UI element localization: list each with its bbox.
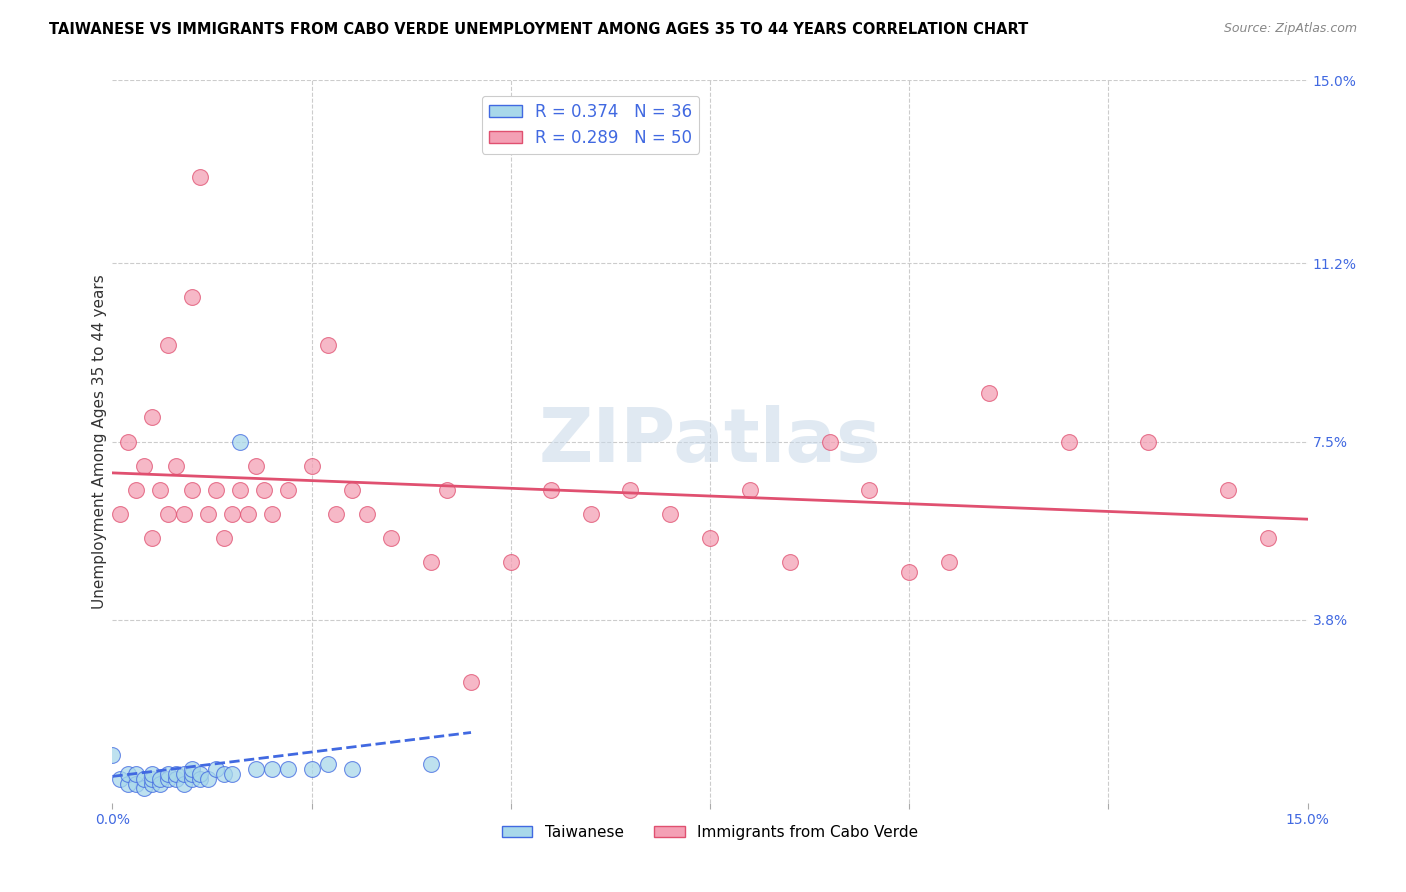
Text: Source: ZipAtlas.com: Source: ZipAtlas.com: [1223, 22, 1357, 36]
Point: [134, 458, 156, 473]
Point: [229, 483, 252, 497]
Point: [221, 767, 243, 781]
Point: [738, 483, 761, 497]
Text: TAIWANESE VS IMMIGRANTS FROM CABO VERDE UNEMPLOYMENT AMONG AGES 35 TO 44 YEARS C: TAIWANESE VS IMMIGRANTS FROM CABO VERDE …: [49, 22, 1028, 37]
Point: [316, 338, 339, 352]
Legend: Taiwanese, Immigrants from Cabo Verde: Taiwanese, Immigrants from Cabo Verde: [496, 819, 924, 846]
Point: [188, 767, 211, 781]
Point: [157, 772, 180, 786]
Point: [157, 507, 180, 521]
Point: [157, 338, 180, 352]
Point: [898, 565, 921, 579]
Point: [619, 483, 641, 497]
Point: [149, 776, 172, 790]
Point: [117, 434, 139, 449]
Point: [277, 762, 299, 776]
Point: [858, 483, 880, 497]
Point: [380, 531, 402, 545]
Text: ZIPatlas: ZIPatlas: [538, 405, 882, 478]
Point: [1216, 483, 1239, 497]
Point: [101, 747, 124, 762]
Point: [181, 483, 204, 497]
Point: [253, 483, 276, 497]
Point: [236, 507, 259, 521]
Point: [460, 675, 482, 690]
Point: [181, 767, 204, 781]
Point: [420, 757, 443, 772]
Point: [818, 434, 841, 449]
Point: [779, 555, 801, 569]
Point: [125, 776, 148, 790]
Point: [141, 767, 163, 781]
Point: [188, 772, 211, 786]
Point: [1057, 434, 1080, 449]
Point: [245, 458, 267, 473]
Point: [165, 772, 187, 786]
Point: [117, 767, 139, 781]
Point: [134, 781, 156, 796]
Point: [181, 290, 204, 304]
Point: [141, 410, 163, 425]
Point: [173, 507, 195, 521]
Point: [340, 483, 363, 497]
Point: [420, 555, 443, 569]
Point: [229, 434, 252, 449]
Point: [197, 772, 219, 786]
Point: [197, 507, 219, 521]
Point: [1137, 434, 1160, 449]
Point: [134, 772, 156, 786]
Point: [181, 772, 204, 786]
Point: [173, 767, 195, 781]
Point: [141, 772, 163, 786]
Point: [221, 507, 243, 521]
Point: [325, 507, 347, 521]
Y-axis label: Unemployment Among Ages 35 to 44 years: Unemployment Among Ages 35 to 44 years: [91, 274, 107, 609]
Point: [260, 762, 283, 776]
Point: [245, 762, 267, 776]
Point: [173, 776, 195, 790]
Point: [579, 507, 602, 521]
Point: [149, 772, 172, 786]
Point: [436, 483, 458, 497]
Point: [699, 531, 721, 545]
Point: [340, 762, 363, 776]
Point: [659, 507, 682, 521]
Point: [110, 772, 132, 786]
Point: [277, 483, 299, 497]
Point: [977, 386, 1000, 401]
Point: [301, 458, 323, 473]
Point: [212, 531, 235, 545]
Point: [181, 762, 204, 776]
Point: [540, 483, 562, 497]
Point: [212, 767, 235, 781]
Point: [141, 776, 163, 790]
Point: [110, 507, 132, 521]
Point: [117, 776, 139, 790]
Point: [1257, 531, 1279, 545]
Point: [205, 483, 228, 497]
Point: [165, 767, 187, 781]
Point: [938, 555, 960, 569]
Point: [125, 767, 148, 781]
Point: [260, 507, 283, 521]
Point: [157, 767, 180, 781]
Point: [316, 757, 339, 772]
Point: [149, 483, 172, 497]
Point: [165, 458, 187, 473]
Point: [141, 531, 163, 545]
Point: [356, 507, 378, 521]
Point: [499, 555, 522, 569]
Point: [205, 762, 228, 776]
Point: [125, 483, 148, 497]
Point: [188, 169, 211, 184]
Point: [301, 762, 323, 776]
